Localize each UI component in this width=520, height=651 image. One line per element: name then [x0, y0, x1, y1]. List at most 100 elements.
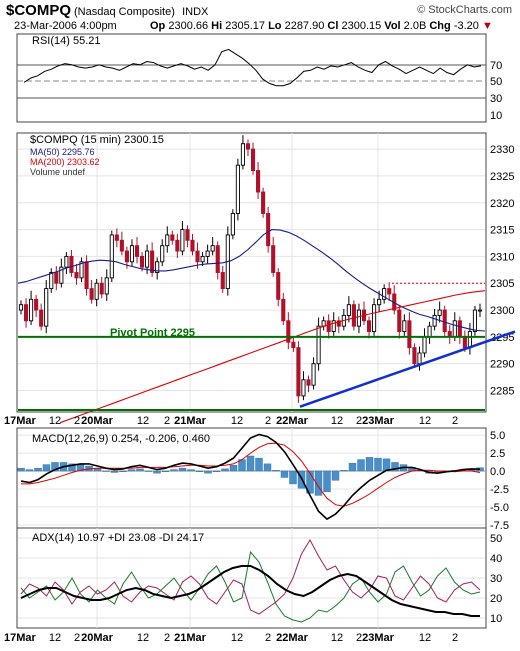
price-candle-body [382, 288, 387, 300]
price-candle-body [306, 379, 311, 386]
price-candle-body [150, 250, 155, 273]
price-candle-body [54, 272, 59, 284]
price-candle-body [195, 250, 200, 263]
price-candle-body [119, 239, 124, 252]
price-candle-body [417, 352, 422, 365]
price-candle-body [89, 288, 94, 300]
price-candle-body [261, 191, 266, 214]
x-axis-label: 12 [331, 632, 343, 644]
price-candle-body [377, 298, 382, 306]
price-candle-body [402, 320, 407, 332]
macd-histogram-bar [272, 470, 280, 472]
macd-histogram-bar [357, 459, 365, 472]
price-candle-body [69, 255, 74, 273]
price-candle-body [346, 304, 351, 316]
plus-di-line [20, 550, 481, 623]
price-candle-body [185, 229, 190, 241]
price-candle-body [427, 325, 432, 338]
x-axis-label: 12 [331, 415, 343, 427]
price-candle-body [372, 304, 377, 332]
x-axis-label: 12 [137, 632, 149, 644]
price-candle-body [49, 272, 54, 290]
x-axis-label: 21Mar [174, 415, 207, 427]
price-tick-label: 2305 [490, 278, 514, 290]
price-candle-body [34, 298, 39, 311]
macd-histogram-bar [187, 469, 195, 472]
adx-tick-label: 20 [490, 593, 502, 605]
price-candle-body [266, 213, 271, 247]
macd-histogram-bar [110, 470, 119, 473]
macd-histogram-bar [144, 470, 153, 472]
price-candle-body [235, 164, 240, 214]
macd-histogram-bar [195, 470, 204, 472]
x-axis-label: 2 [74, 415, 80, 427]
macd-histogram-bar [17, 467, 25, 472]
rsi-panel: RSI(14) 55.21 70 50 30 10 [16, 33, 502, 123]
rsi-tick-10: 10 [490, 110, 502, 122]
rsi-tick-50: 50 [490, 76, 502, 88]
macd-histogram-bar [119, 470, 127, 472]
x-axis-label: 2 [452, 415, 458, 427]
price-candle-body [190, 239, 195, 252]
chart-header: $COMPQ (Nasdaq Composite) INDX © StockCha… [0, 2, 520, 20]
price-candle-body [18, 304, 24, 311]
price-tick-label: 2330 [490, 144, 514, 156]
rsi-line [23, 48, 482, 87]
price-candle-body [155, 261, 160, 273]
x-axis-label: 2 [74, 632, 80, 644]
adx-panel: ADX(14) 10.97 +DI 23.08 -DI 24.17 50 40 30… [4, 527, 502, 644]
price-candle-body [165, 234, 170, 247]
price-tick-label: 2325 [490, 171, 514, 183]
macd-tick-label: 5.0 [490, 430, 505, 442]
macd-histogram-bar [289, 470, 297, 485]
price-candle-body [467, 331, 472, 349]
macd-histogram-bar [127, 469, 136, 472]
x-axis-label: 17Mar [4, 415, 37, 427]
price-tick-label: 2320 [490, 198, 514, 210]
price-candle-body [256, 170, 261, 193]
symbol-title: $COMPQ (Nasdaq Composite) INDX [6, 2, 209, 19]
x-axis-label: 12 [137, 415, 149, 427]
macd-histogram-bar [340, 470, 348, 472]
price-candle-body [387, 288, 392, 295]
macd-histogram-bar [391, 462, 399, 472]
price-candle-body [29, 298, 34, 322]
price-candle-body [336, 320, 341, 327]
macd-panel: MACD(12,26,9) 0.254, -0.206, 0.460 5.0 2.… [16, 427, 509, 533]
price-candle-body [200, 255, 205, 263]
price-candle-body [84, 261, 89, 290]
price-candle-body [442, 309, 447, 332]
price-candle-body [180, 229, 185, 252]
price-candle-body [432, 314, 437, 327]
price-candle-body [271, 245, 276, 273]
macd-histogram-bar [170, 469, 178, 472]
price-candle-body [276, 272, 281, 300]
macd-tick-label: 2.5 [490, 448, 505, 460]
price-candle-body [301, 379, 306, 397]
price-candle-body [99, 282, 104, 295]
x-axis-label: 22Mar [276, 415, 309, 427]
price-candle-body [23, 304, 29, 322]
macd-histogram-bar [280, 470, 289, 478]
macd-title: MACD(12,26,9) 0.254, -0.206, 0.460 [32, 433, 210, 445]
x-axis-label: 17Mar [4, 632, 37, 644]
macd-histogram-bar [34, 467, 42, 472]
price-candle-body [412, 347, 417, 365]
price-candle-body [245, 143, 251, 150]
macd-histogram-bar [68, 463, 76, 472]
macd-histogram-bar [25, 469, 34, 472]
rsi-tick-30: 30 [490, 93, 502, 105]
price-candle-body [407, 320, 412, 349]
price-candle-body [397, 309, 402, 332]
x-axis-label: 21Mar [174, 632, 207, 644]
price-candle-body [74, 272, 79, 279]
macd-histogram-bar [161, 470, 170, 472]
price-candle-body [140, 255, 145, 268]
adx-tick-label: 30 [490, 573, 502, 585]
rsi-title: RSI(14) 55.21 [32, 35, 100, 47]
x-axis-label: 12 [231, 632, 243, 644]
price-candle-body [114, 234, 119, 241]
quote-row: 23-Mar-2006 4:00pm Op 2300.66 Hi 2305.17… [0, 20, 520, 34]
x-axis-label: 20Mar [81, 415, 114, 427]
price-candle-body [296, 347, 301, 397]
